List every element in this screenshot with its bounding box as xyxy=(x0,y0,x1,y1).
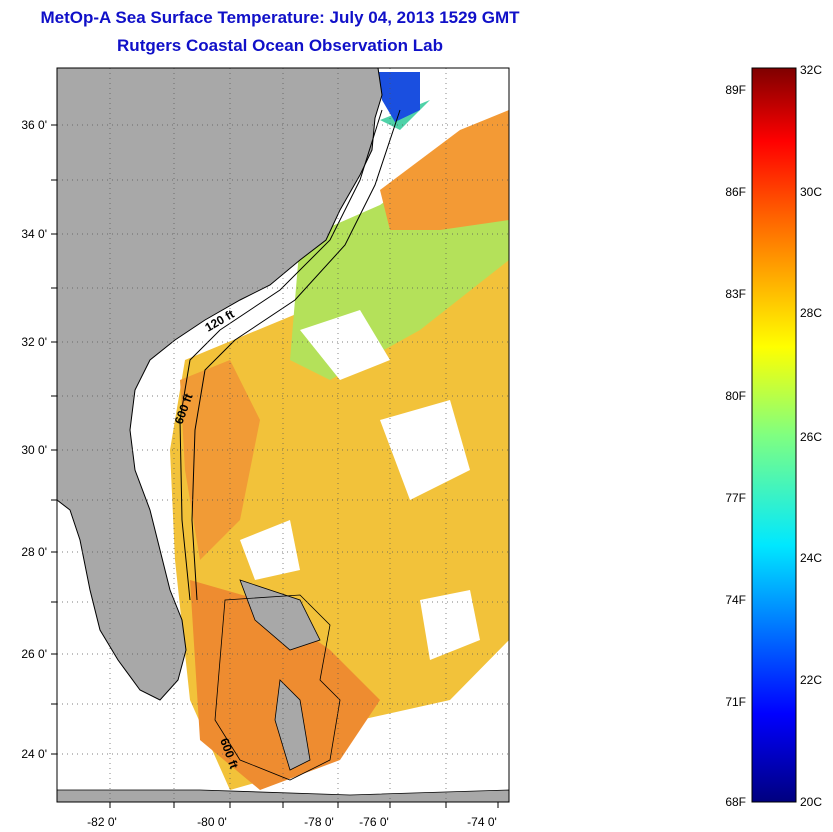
colorbar-c-label: 22C xyxy=(800,673,822,687)
colorbar-f-label: 80F xyxy=(725,389,746,403)
colorbar-c-label: 28C xyxy=(800,306,822,320)
colorbar-f-label: 77F xyxy=(725,491,746,505)
contour-120ft xyxy=(179,109,383,601)
colorbar-f-label: 89F xyxy=(725,83,746,97)
lon-tick-label: -78 0' xyxy=(304,815,334,829)
lat-tick-label: 36 0' xyxy=(21,118,47,132)
colorbar-c-label: 20C xyxy=(800,795,822,809)
lat-tick-label: 34 0' xyxy=(21,227,47,241)
colorbar-f-label: 68F xyxy=(725,795,746,809)
map-title: MetOp-A Sea Surface Temperature: July 04… xyxy=(40,8,520,27)
sst-field-florida-current xyxy=(180,360,260,560)
colorbar xyxy=(751,67,797,803)
lon-tick-label: -74 0' xyxy=(467,815,497,829)
cloud-gap xyxy=(380,400,470,500)
lat-tick-label: 32 0' xyxy=(21,335,47,349)
contour-600ft xyxy=(191,109,401,601)
colorbar-c-label: 24C xyxy=(800,551,822,565)
colorbar-c-label: 30C xyxy=(800,185,822,199)
lat-tick-label: 28 0' xyxy=(21,545,47,559)
map-panel: 120 ft 600 ft 600 ft xyxy=(57,68,509,802)
colorbar-c-label: 26C xyxy=(800,430,822,444)
lon-tick-label: -82 0' xyxy=(87,815,117,829)
map-subtitle: Rutgers Coastal Ocean Observation Lab xyxy=(117,36,443,55)
map-graticule xyxy=(57,68,509,802)
sst-field-gulf-stream xyxy=(380,110,509,230)
colorbar-c-label: 32C xyxy=(800,63,822,77)
colorbar-f-label: 86F xyxy=(725,185,746,199)
cloud-gap xyxy=(240,520,300,580)
lat-tick-label: 26 0' xyxy=(21,647,47,661)
colorbar-f-label: 71F xyxy=(725,695,746,709)
contour-600ft-bahamas xyxy=(214,594,341,781)
sst-field-cold-inshore xyxy=(378,72,420,122)
island-andros xyxy=(274,679,311,771)
cloud-gap xyxy=(420,590,480,660)
map-tick-marks xyxy=(51,124,499,808)
colorbar-f-label: 83F xyxy=(725,287,746,301)
land-cuba xyxy=(57,789,509,802)
lat-tick-label: 30 0' xyxy=(21,443,47,457)
cloud-gap xyxy=(300,310,390,380)
lon-tick-label: -80 0' xyxy=(197,815,227,829)
lon-tick-label: -76 0' xyxy=(359,815,389,829)
colorbar-f-label: 74F xyxy=(725,593,746,607)
lat-tick-label: 24 0' xyxy=(21,747,47,761)
